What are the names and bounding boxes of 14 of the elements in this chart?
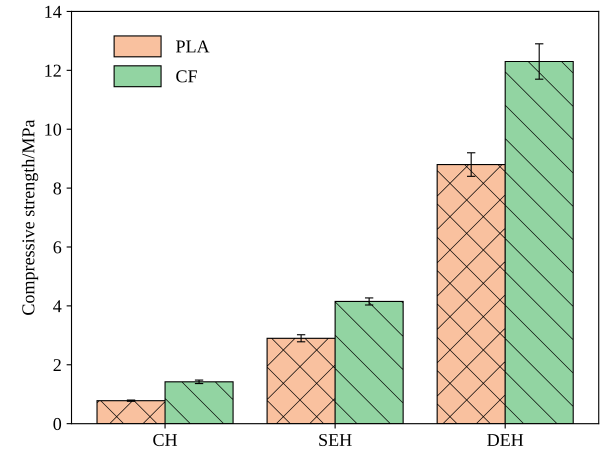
y-tick-label: 12: [45, 64, 61, 77]
y-tick-label: 14: [45, 6, 62, 18]
y-tick-label: 10: [45, 123, 62, 136]
x-tick-label: SEH: [319, 434, 352, 446]
y-tick-label: 4: [53, 300, 62, 312]
y-axis-title: Compressive strength/MPa: [22, 120, 38, 315]
legend-label: CF: [176, 70, 197, 82]
y-tick-label: 6: [54, 241, 62, 254]
legend-label: PLA: [176, 40, 210, 52]
y-tick-label: 8: [53, 182, 62, 195]
x-tick-label: DEH: [487, 434, 524, 446]
y-tick-label: 0: [53, 418, 62, 430]
y-tick-label: 2: [54, 359, 61, 372]
x-tick-label: CH: [153, 434, 178, 446]
